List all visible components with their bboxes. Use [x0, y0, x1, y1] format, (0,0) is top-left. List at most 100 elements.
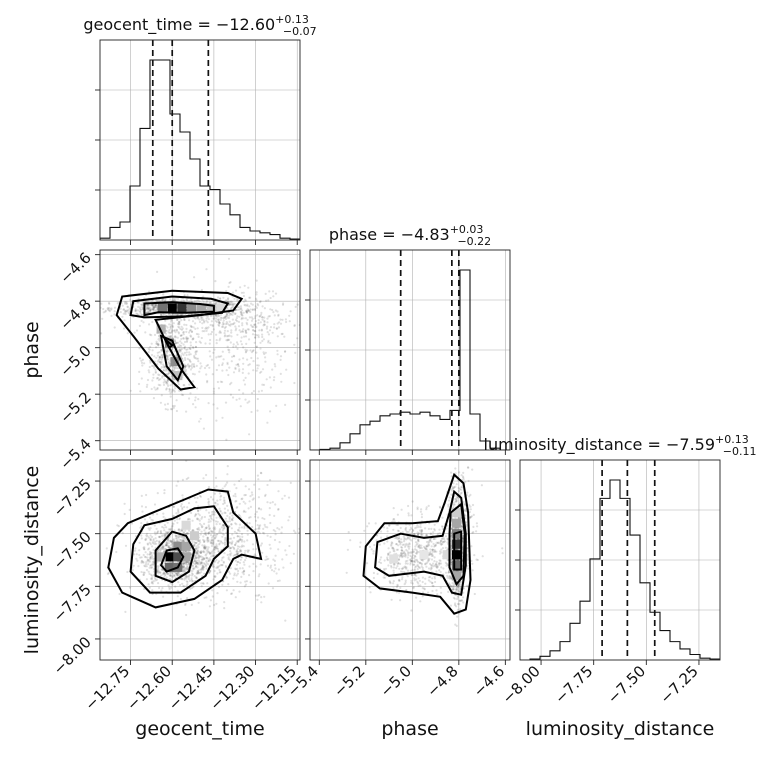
scatter-point — [182, 570, 185, 573]
scatter-point — [243, 527, 246, 530]
scatter-point — [195, 541, 198, 545]
title-err-plus-luminosity_distance: +0.13 — [715, 433, 749, 446]
scatter-point — [156, 513, 159, 516]
scatter-point — [171, 408, 174, 411]
scatter-point — [240, 478, 243, 481]
scatter-point — [259, 563, 262, 566]
scatter-point — [411, 500, 414, 503]
scatter-point — [233, 572, 236, 575]
scatter-point — [254, 330, 257, 333]
scatter-point — [158, 540, 161, 543]
scatter-point — [232, 371, 236, 374]
scatter-point — [281, 318, 284, 321]
scatter-point — [180, 536, 183, 539]
scatter-point — [248, 574, 251, 577]
scatter-point — [449, 604, 452, 607]
scatter-point — [174, 534, 178, 537]
scatter-point — [273, 363, 276, 366]
scatter-point — [152, 306, 155, 309]
scatter-point — [203, 545, 207, 548]
scatter-point — [233, 553, 236, 557]
scatter-point — [166, 544, 169, 547]
scatter-point — [181, 569, 185, 572]
scatter-point — [175, 512, 178, 515]
scatter-point — [279, 358, 282, 361]
scatter-point — [169, 529, 172, 532]
scatter-point — [440, 548, 443, 551]
scatter-point — [192, 326, 195, 329]
scatter-point — [431, 582, 434, 585]
scatter-point — [197, 601, 200, 604]
scatter-point — [147, 351, 150, 354]
scatter-point — [237, 528, 240, 531]
scatter-point — [181, 359, 185, 363]
scatter-point — [159, 548, 162, 552]
scatter-point — [150, 342, 153, 345]
scatter-point — [214, 476, 218, 479]
scatter-point — [169, 331, 172, 334]
scatter-point — [171, 542, 174, 545]
scatter-point — [280, 332, 283, 336]
scatter-point — [160, 354, 163, 357]
scatter-point — [222, 319, 225, 322]
scatter-point — [196, 547, 199, 550]
scatter-point — [196, 517, 199, 520]
scatter-point — [408, 528, 411, 531]
scatter-point — [165, 352, 168, 355]
scatter-point — [229, 547, 232, 550]
scatter-point — [162, 512, 165, 515]
scatter-point — [199, 551, 202, 554]
scatter-point — [217, 320, 220, 323]
scatter-point — [212, 387, 216, 390]
scatter-point — [185, 330, 188, 333]
scatter-point — [173, 529, 176, 532]
scatter-point — [458, 582, 461, 586]
scatter-point — [251, 317, 254, 320]
scatter-point — [184, 365, 187, 368]
scatter-point — [187, 529, 191, 532]
scatter-point — [208, 350, 211, 353]
scatter-point — [221, 325, 224, 328]
scatter-point — [202, 477, 205, 480]
scatter-point — [226, 473, 229, 476]
scatter-point — [269, 410, 272, 413]
scatter-point — [141, 307, 144, 310]
scatter-point — [179, 349, 182, 352]
scatter-point — [119, 307, 122, 310]
scatter-point — [293, 381, 296, 385]
scatter-point — [156, 565, 159, 568]
scatter-point — [400, 554, 403, 557]
scatter-point — [156, 561, 159, 564]
scatter-point — [174, 387, 177, 390]
scatter-point — [193, 558, 196, 561]
scatter-point — [225, 576, 228, 579]
scatter-point — [158, 351, 161, 354]
scatter-point — [257, 322, 260, 325]
scatter-point — [142, 561, 145, 564]
scatter-point — [458, 603, 461, 606]
scatter-point — [249, 310, 252, 314]
scatter-point — [225, 438, 228, 441]
scatter-point — [158, 357, 161, 360]
scatter-point — [226, 316, 229, 319]
scatter-point — [150, 353, 154, 357]
scatter-point — [223, 525, 226, 528]
scatter-point — [162, 545, 165, 548]
scatter-point — [257, 478, 260, 481]
scatter-point — [191, 372, 195, 375]
scatter-point — [159, 384, 162, 387]
scatter-point — [245, 556, 248, 559]
scatter-point — [199, 568, 202, 571]
scatter-point — [155, 377, 159, 380]
scatter-point — [199, 417, 202, 420]
scatter-point — [185, 337, 188, 340]
scatter-point — [245, 350, 248, 353]
scatter-point — [261, 383, 264, 386]
scatter-point — [213, 545, 216, 549]
scatter-point — [278, 321, 281, 324]
scatter-point — [165, 368, 168, 371]
scatter-point — [186, 348, 189, 351]
scatter-point — [212, 513, 215, 516]
scatter-point — [471, 569, 474, 572]
scatter-point — [277, 548, 280, 551]
